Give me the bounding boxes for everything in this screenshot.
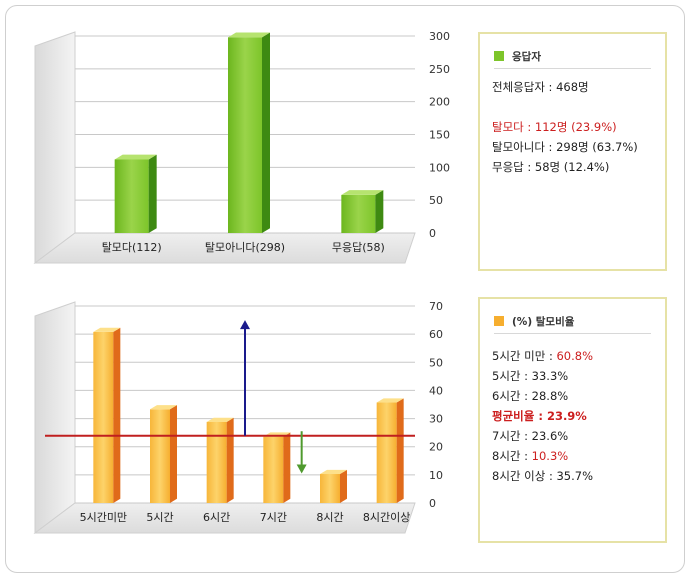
y-tick-label: 150: [429, 129, 450, 142]
legend-item-hairloss: 탈모다 : 112명 (23.9%): [492, 120, 617, 134]
up-arrow-head-icon: [240, 320, 250, 330]
legend-item-value: 33.3%: [531, 369, 569, 383]
y-tick-label: 200: [429, 96, 450, 109]
legend-item-label: 7시간 :: [492, 429, 532, 443]
bar-top: [228, 32, 270, 38]
total-respondents: 전체응답자 : 468명: [492, 80, 589, 94]
y-tick-label: 10: [429, 469, 443, 482]
legend-item-value: 35.7%: [556, 469, 594, 483]
legend-item: 5시간 : 33.3%: [492, 366, 653, 386]
bar: [206, 421, 227, 503]
x-category-label: 탈모다(112): [102, 241, 162, 254]
bar: [150, 409, 170, 503]
y-tick-label: 300: [429, 30, 450, 43]
legend-item-value: 10.3%: [531, 449, 569, 463]
hairloss-rate-legend: (%) 탈모비율 5시간 미만 : 60.8% 5시간 : 33.3% 6시간 : …: [478, 297, 667, 543]
bar-top: [376, 398, 404, 403]
y-tick-label: 20: [429, 441, 443, 454]
bar-top: [341, 190, 384, 195]
bar-side: [283, 432, 291, 503]
x-category-label: 5시간미만: [80, 511, 127, 524]
hair-loss-rate-bar-chart: 5시간미만 5시간 6시간 7시간 8시간 8시간이상 0 10 20 30 40 50 60 70: [33, 300, 443, 534]
legend-item: 6시간 : 28.8%: [492, 386, 653, 406]
legend-header: (%) 탈모비율: [494, 309, 651, 334]
bar: [263, 436, 284, 503]
bar: [228, 37, 262, 234]
legend-item-value: 23.6%: [531, 429, 569, 443]
respondents-bar-chart: 탈모다(112) 탈모아니다(298) 무응답(58) 0 50 100 150 200 25…: [33, 30, 450, 264]
y-tick-label: 250: [429, 63, 450, 76]
bar-side: [226, 417, 234, 503]
bar: [93, 331, 114, 503]
down-arrow-head-icon: [296, 464, 307, 474]
bar-top: [206, 417, 234, 422]
y-tick-label: 40: [429, 384, 443, 397]
legend-title: 응답자: [512, 50, 541, 63]
legend-item: 7시간 : 23.6%: [492, 426, 653, 446]
legend-item-value: 23.9%: [546, 409, 587, 423]
x-category-label: 탈모아니다(298): [205, 241, 285, 254]
bar-top: [320, 469, 347, 475]
chart-side-wall: [34, 31, 76, 264]
respondents-legend: 응답자 전체응답자 : 468명 탈모다 : 112명 (23.9%) 탈모아니…: [478, 32, 667, 271]
y-tick-label: 0: [429, 497, 436, 510]
legend-item-value: 60.8%: [556, 349, 594, 363]
bar-top: [150, 405, 177, 410]
bar-side: [148, 154, 157, 233]
x-category-label: 8시간: [316, 511, 343, 524]
bar: [114, 159, 149, 233]
x-category-label: 무응답(58): [332, 241, 385, 254]
legend-item: 8시간 : 10.3%: [492, 446, 653, 466]
bar-side: [262, 32, 270, 233]
legend-item-label: 8시간 이상 :: [492, 469, 557, 483]
legend-title: (%) 탈모비율: [512, 315, 575, 328]
legend-item-label: 5시간 :: [492, 369, 532, 383]
legend-item: 5시간 미만 : 60.8%: [492, 346, 653, 366]
x-category-label: 8시간이상: [363, 511, 410, 524]
legend-item-label: 8시간 :: [492, 449, 532, 463]
legend-item-label: 평균비율 :: [492, 409, 547, 423]
legend-item: 평균비율 : 23.9%: [492, 406, 653, 426]
y-tick-label: 100: [429, 161, 450, 174]
bar: [341, 194, 376, 233]
y-tick-label: 50: [429, 194, 443, 207]
x-category-label: 5시간: [146, 511, 173, 524]
legend-item-label: 6시간 :: [492, 389, 532, 403]
bar-top: [114, 154, 157, 160]
y-tick-label: 50: [429, 356, 443, 369]
orange-swatch-icon: [494, 316, 504, 326]
legend-item-no-hairloss: 탈모아니다 : 298명 (63.7%): [492, 140, 638, 154]
bar: [320, 474, 340, 503]
legend-item: 8시간 이상 : 35.7%: [492, 466, 653, 486]
y-tick-label: 30: [429, 413, 443, 426]
y-tick-label: 60: [429, 328, 443, 341]
y-tick-label: 0: [429, 227, 436, 240]
bar-side: [113, 327, 121, 503]
bar-side: [340, 469, 347, 503]
bar-side: [170, 405, 177, 503]
green-swatch-icon: [494, 51, 504, 61]
bar-top: [93, 327, 121, 332]
bar-side: [396, 398, 404, 503]
legend-item-no-answer: 무응답 : 58명 (12.4%): [492, 160, 610, 174]
legend-item-label: 5시간 미만 :: [492, 349, 557, 363]
x-category-label: 6시간: [203, 511, 230, 524]
chart-side-wall: [34, 301, 76, 534]
x-category-label: 7시간: [260, 511, 287, 524]
y-tick-label: 70: [429, 300, 443, 313]
legend-item-value: 28.8%: [531, 389, 569, 403]
legend-header: 응답자: [494, 44, 651, 69]
bar: [376, 402, 397, 503]
bar-side: [375, 190, 384, 233]
